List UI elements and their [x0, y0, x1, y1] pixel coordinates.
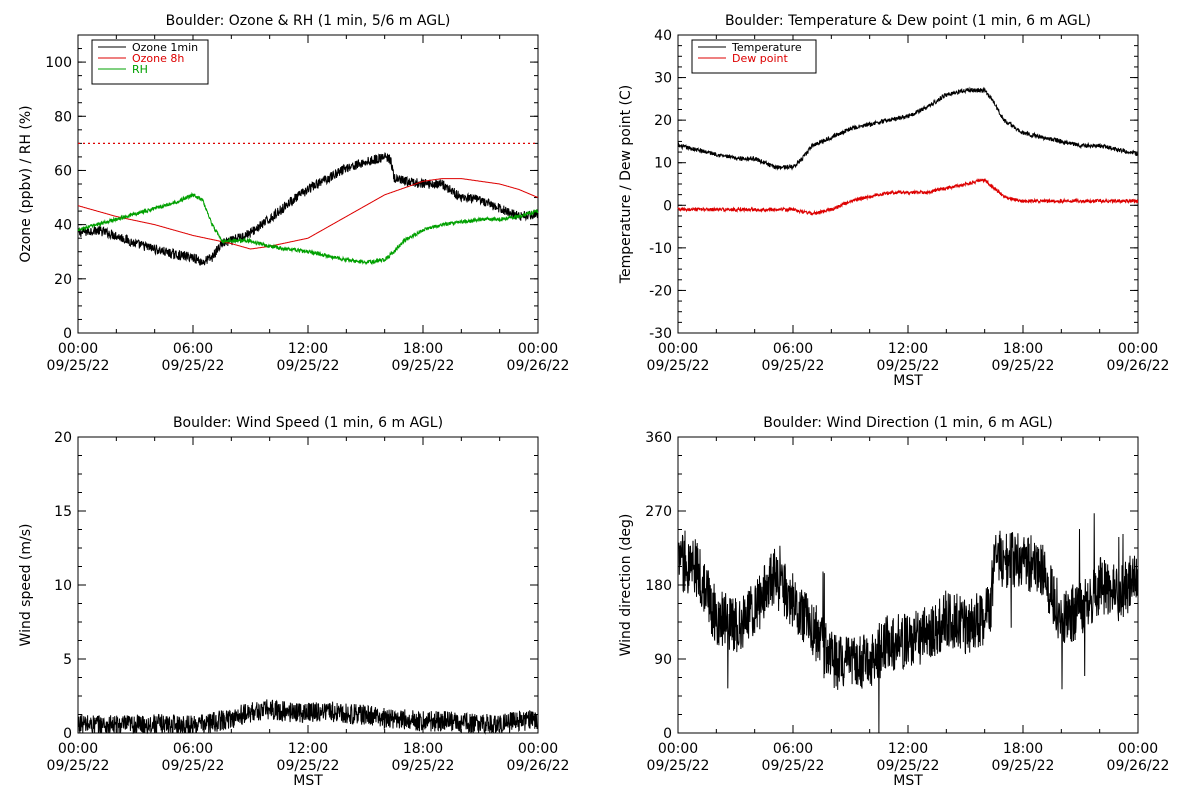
legend-label: RH — [132, 63, 148, 76]
y-tick-label: 20 — [54, 272, 72, 288]
x-tick-time: 06:00 — [173, 741, 213, 757]
x-tick-date: 09/25/22 — [647, 358, 710, 374]
y-tick-label: 15 — [54, 504, 72, 520]
x-tick-date: 09/25/22 — [992, 358, 1055, 374]
chart-panel-wind_speed: Boulder: Wind Speed (1 min, 6 m AGL) 0 5 10… — [18, 415, 569, 789]
x-tick-date: 09/25/22 — [277, 358, 340, 374]
y-tick-label: 40 — [654, 28, 672, 44]
x-tick-date: 09/25/22 — [877, 758, 940, 774]
y-tick-label: 0 — [63, 326, 72, 342]
legend-label: Ozone 8h — [132, 52, 184, 65]
x-tick-time: 06:00 — [173, 341, 213, 357]
y-tick-label: 10 — [654, 156, 672, 172]
series-line-data — [77, 699, 539, 735]
x-tick-time: 00:00 — [1118, 341, 1158, 357]
x-tick-time: 12:00 — [888, 741, 928, 757]
y-tick-label: 360 — [645, 430, 672, 446]
y-axis-label: Ozone (ppbv) / RH (%) — [18, 105, 34, 262]
chart-title: Boulder: Wind Speed (1 min, 6 m AGL) — [173, 415, 443, 431]
x-tick-date: 09/25/22 — [877, 358, 940, 374]
plot-frame — [677, 34, 1139, 334]
y-tick-label: 0 — [663, 726, 672, 742]
x-tick-date: 09/26/22 — [507, 758, 570, 774]
x-tick-time: 00:00 — [658, 741, 698, 757]
x-tick-date: 09/25/22 — [162, 758, 225, 774]
x-tick-time: 18:00 — [403, 341, 443, 357]
plot-frame — [677, 436, 1139, 734]
x-tick-time: 12:00 — [888, 341, 928, 357]
y-tick-label: 80 — [54, 109, 72, 125]
x-tick-date: 09/25/22 — [762, 758, 825, 774]
legend-box — [691, 39, 817, 74]
x-tick-date: 09/25/22 — [162, 358, 225, 374]
x-axis-label: MST — [293, 773, 323, 789]
x-tick-date: 09/25/22 — [762, 358, 825, 374]
x-tick-time: 00:00 — [518, 741, 558, 757]
x-axis-label: MST — [893, 373, 923, 389]
series-line-rh — [77, 191, 539, 266]
x-tick-date: 09/26/22 — [1107, 758, 1170, 774]
x-tick-time: 06:00 — [773, 341, 813, 357]
x-tick-time: 00:00 — [518, 341, 558, 357]
series-line-dew-point — [677, 178, 1139, 216]
y-tick-label: 5 — [63, 652, 72, 668]
chart-panel-ozone_rh: Boulder: Ozone & RH (1 min, 5/6 m AGL) 0 2… — [18, 13, 569, 374]
y-tick-label: 30 — [654, 71, 672, 87]
series-line-temperature — [677, 86, 1139, 171]
x-tick-date: 09/25/22 — [47, 758, 110, 774]
x-tick-date: 09/25/22 — [392, 758, 455, 774]
x-tick-time: 00:00 — [658, 341, 698, 357]
y-tick-label: 20 — [54, 430, 72, 446]
chart-title: Boulder: Ozone & RH (1 min, 5/6 m AGL) — [166, 13, 451, 29]
chart-panel-wind_dir: Boulder: Wind Direction (1 min, 6 m AGL)… — [618, 415, 1169, 789]
y-axis-label: Wind speed (m/s) — [18, 524, 34, 647]
x-tick-date: 09/26/22 — [507, 358, 570, 374]
x-tick-time: 06:00 — [773, 741, 813, 757]
x-tick-date: 09/25/22 — [47, 358, 110, 374]
y-tick-label: 100 — [45, 55, 72, 71]
x-tick-time: 00:00 — [1118, 741, 1158, 757]
y-tick-label: 40 — [54, 218, 72, 234]
chart-title: Boulder: Wind Direction (1 min, 6 m AGL) — [763, 415, 1052, 431]
x-tick-time: 18:00 — [1003, 341, 1043, 357]
x-tick-date: 09/25/22 — [277, 758, 340, 774]
x-tick-time: 00:00 — [58, 741, 98, 757]
y-tick-label: 0 — [663, 198, 672, 214]
y-tick-label: -30 — [649, 326, 672, 342]
chart-title: Boulder: Temperature & Dew point (1 min,… — [725, 13, 1091, 29]
x-tick-time: 00:00 — [58, 341, 98, 357]
series-line-data — [677, 513, 1139, 734]
y-tick-label: 20 — [654, 113, 672, 129]
legend-label: Dew point — [732, 52, 788, 65]
y-axis-label: Wind direction (deg) — [618, 514, 634, 657]
y-tick-label: 60 — [54, 163, 72, 179]
y-tick-label: 270 — [645, 504, 672, 520]
y-axis-label: Temperature / Dew point (C) — [618, 85, 634, 284]
x-tick-date: 09/25/22 — [992, 758, 1055, 774]
x-tick-time: 18:00 — [403, 741, 443, 757]
y-tick-label: 90 — [654, 652, 672, 668]
legend-label: Temperature — [731, 41, 802, 54]
y-tick-label: 10 — [54, 578, 72, 594]
x-tick-time: 12:00 — [288, 341, 328, 357]
y-tick-label: -10 — [649, 241, 672, 257]
series-line-ozone-1min — [77, 152, 539, 266]
x-axis-label: MST — [893, 773, 923, 789]
x-tick-date: 09/26/22 — [1107, 358, 1170, 374]
y-tick-label: 0 — [63, 726, 72, 742]
x-tick-time: 12:00 — [288, 741, 328, 757]
y-tick-label: 180 — [645, 578, 672, 594]
plot-frame — [77, 436, 539, 734]
x-tick-date: 09/25/22 — [647, 758, 710, 774]
legend-label: Ozone 1min — [132, 41, 198, 54]
y-tick-label: -20 — [649, 283, 672, 299]
x-tick-time: 18:00 — [1003, 741, 1043, 757]
series-line-ozone-8h — [77, 178, 539, 250]
chart-panel-temp_dew: Boulder: Temperature & Dew point (1 min,… — [618, 13, 1169, 389]
x-tick-date: 09/25/22 — [392, 358, 455, 374]
